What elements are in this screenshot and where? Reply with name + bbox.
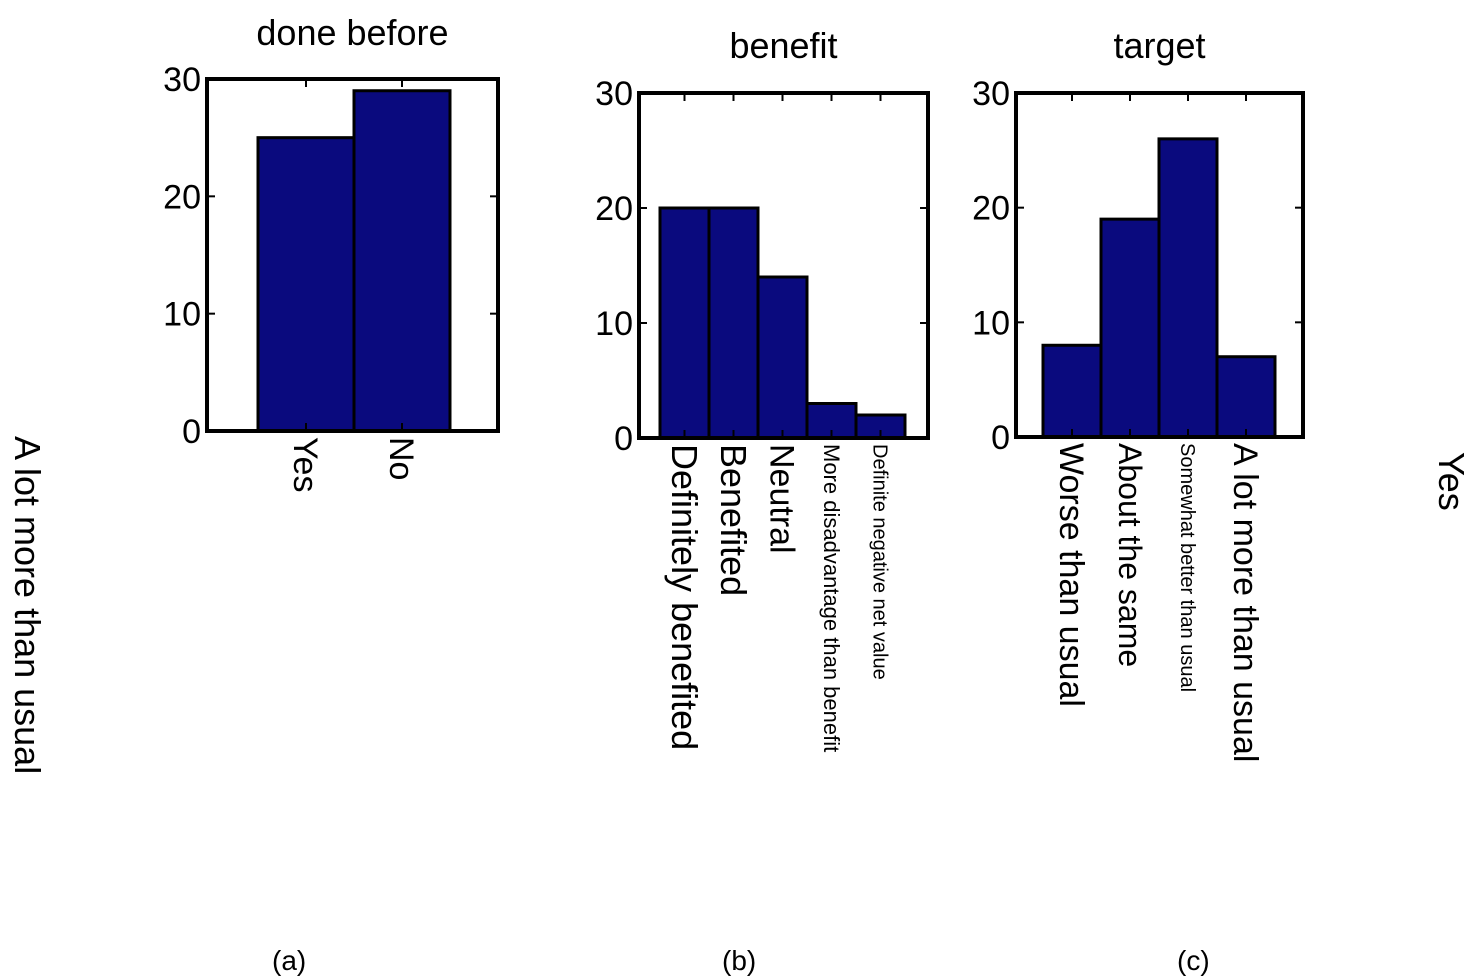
xtick-label-1-1: Benefited <box>713 444 754 596</box>
bar-2-2 <box>1159 139 1217 437</box>
ytick-label-2-3: 30 <box>972 75 1010 113</box>
xtick-label-2-1: About the same <box>1112 443 1148 667</box>
ytick-label-1-0: 0 <box>614 420 633 458</box>
ytick-label-2-0: 0 <box>991 419 1010 457</box>
ytick-label-0-2: 20 <box>163 178 201 216</box>
bar-2-3 <box>1217 357 1275 437</box>
bar-2-0 <box>1043 345 1101 437</box>
caption-a: (a) <box>272 945 306 977</box>
bar-1-2 <box>758 277 807 438</box>
bar-1-1 <box>709 208 758 438</box>
chart-title-1: benefit <box>729 25 837 66</box>
bar-1-0 <box>660 208 709 438</box>
ytick-label-2-1: 10 <box>972 304 1010 342</box>
xtick-label-1-2: Neutral <box>763 444 801 554</box>
xtick-label-2-0: Worse than usual <box>1052 443 1090 707</box>
xtick-label-0-1: No <box>382 437 420 480</box>
bar-0-0 <box>258 138 354 431</box>
ytick-label-0-3: 30 <box>163 61 201 99</box>
stray-label-left: A lot more than usual <box>6 436 48 774</box>
caption-b: (b) <box>722 945 756 977</box>
chart-title-2: target <box>1113 25 1205 66</box>
bar-0-1 <box>354 91 450 431</box>
chart-title-0: done before <box>256 12 448 53</box>
ytick-label-1-1: 10 <box>595 305 633 343</box>
xtick-label-2-3: A lot more than usual <box>1226 443 1264 762</box>
ytick-label-1-2: 20 <box>595 190 633 228</box>
ytick-label-2-2: 20 <box>972 190 1010 228</box>
xtick-label-2-2: Somewhat better than usual <box>1176 443 1198 692</box>
ytick-label-1-3: 30 <box>595 75 633 113</box>
xtick-label-1-3: More disadvantage than benefit <box>819 444 844 752</box>
ytick-label-0-1: 10 <box>163 296 201 334</box>
xtick-label-1-0: Definitely benefited <box>664 444 705 750</box>
xtick-label-0-0: Yes <box>286 437 324 492</box>
caption-c: (c) <box>1177 945 1210 977</box>
ytick-label-0-0: 0 <box>182 413 201 451</box>
xtick-label-1-4: Definite negative net value <box>869 444 891 680</box>
stray-label-right: Yes <box>1430 452 1472 511</box>
bar-2-1 <box>1101 219 1159 437</box>
